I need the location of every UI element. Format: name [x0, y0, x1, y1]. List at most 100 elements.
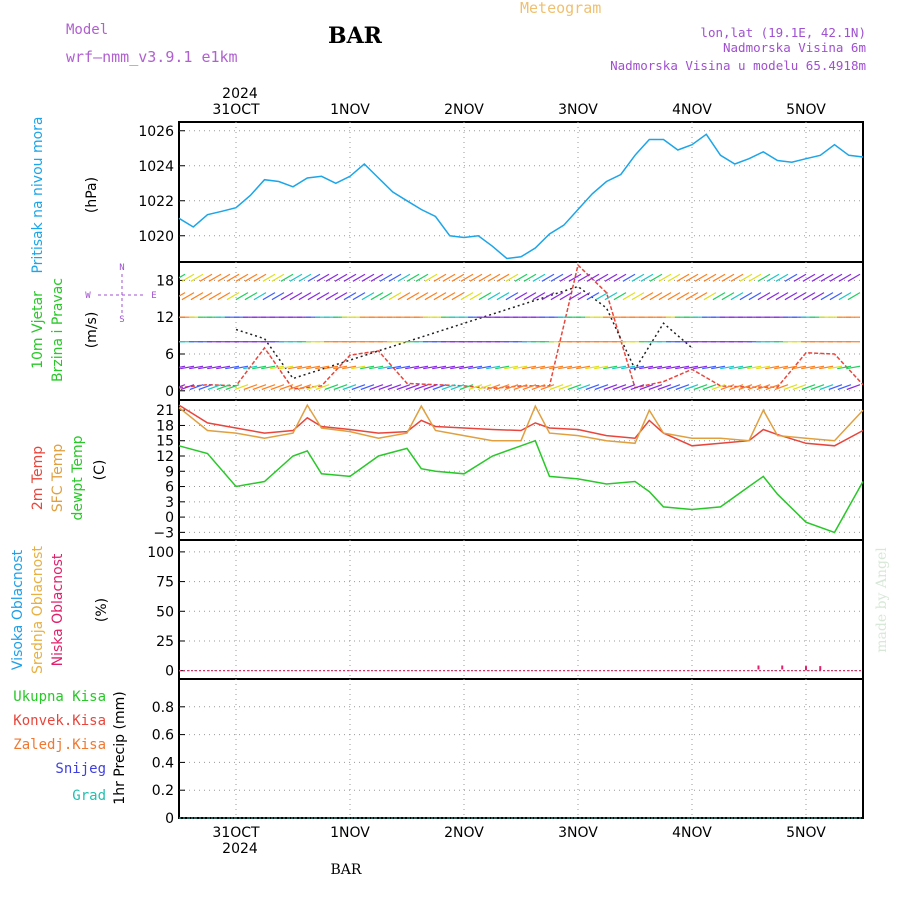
wind-barb: [361, 273, 375, 282]
x-tick-label-top: 3NOV: [558, 102, 598, 118]
wind-barb: [352, 292, 366, 301]
wind-barb: [703, 273, 717, 282]
wind-barb: [388, 273, 402, 282]
wind-barb: [595, 273, 609, 282]
wind-barb: [252, 365, 267, 370]
wind-barb: [738, 384, 753, 391]
elevation: Nadmorska Visina 6m: [723, 40, 866, 55]
wind-barb: [217, 292, 231, 301]
wind-barb: [405, 384, 420, 391]
wind-barb: [829, 273, 843, 282]
wind-barb: [451, 292, 465, 301]
wind-barb: [846, 365, 861, 370]
wind-barb: [469, 292, 483, 301]
wind-barb: [802, 292, 816, 301]
wind-barb: [558, 365, 573, 370]
x-tick-label-bottom: 2NOV: [444, 825, 484, 841]
wind-barb: [388, 292, 402, 301]
wind-barb: [298, 273, 312, 282]
wind-barb: [738, 365, 753, 370]
wind-barb: [505, 292, 519, 301]
wind-panel: 0 6 12 18: [156, 261, 864, 401]
x-tick-label-top: 1NOV: [330, 102, 370, 118]
wind-barb: [414, 384, 429, 391]
wind-barb: [523, 273, 537, 282]
x-tick-label-bottom: 31OCT: [212, 825, 260, 841]
wind-barb: [748, 292, 762, 301]
wind-barb: [271, 273, 285, 282]
wind-barb: [451, 273, 465, 282]
wind-barb: [702, 365, 717, 370]
wind-barb: [559, 273, 573, 282]
coords: lon,lat (19.1E, 42.1N): [700, 25, 866, 40]
precip-legend-total: Ukupna Kisa: [13, 689, 106, 705]
wind-label-1: 10m Vjetar: [30, 291, 46, 369]
wind-barb: [270, 384, 285, 391]
wind-barb: [280, 292, 294, 301]
wind-barb: [577, 273, 591, 282]
precip-ytick-label: 0.4: [152, 755, 174, 771]
wind-barb: [334, 292, 348, 301]
wind-barbs: [179, 273, 861, 391]
precip-legend-convective: Konvek.Kisa: [13, 713, 106, 729]
wind-barb: [684, 384, 699, 391]
wind-barb: [622, 273, 636, 282]
wind-barb: [352, 273, 366, 282]
wind-barb: [585, 365, 600, 370]
wind-barb: [324, 365, 339, 370]
wind-barb: [792, 365, 807, 370]
wind-barb: [424, 292, 438, 301]
wind-barb: [478, 292, 492, 301]
wind-barb: [540, 384, 555, 391]
wind-barb: [766, 273, 780, 282]
wind-barb: [739, 292, 753, 301]
meteogram-title: Meteogram: [520, 0, 601, 17]
wind-barb: [397, 292, 411, 301]
wind-barb: [316, 273, 330, 282]
wind-barb: [640, 292, 654, 301]
pressure-ytick-label: 1026: [138, 124, 174, 140]
wind-barb: [586, 273, 600, 282]
wind-barb: [820, 292, 834, 301]
wind-barb: [622, 292, 636, 301]
wind-barb: [243, 384, 258, 391]
wind-barb: [630, 365, 645, 370]
cloud-ytick-label: 75: [156, 575, 174, 591]
wind-barb: [541, 292, 555, 301]
wind-barb: [559, 292, 573, 301]
wind-barb: [721, 292, 735, 301]
wind-barb: [181, 273, 195, 282]
x-tick-label-bottom: 3NOV: [558, 825, 598, 841]
wind-barb: [198, 365, 213, 370]
wind-barb: [594, 365, 609, 370]
wind-barb: [712, 292, 726, 301]
precip-ytick-label: 0.6: [152, 728, 174, 744]
wind-barb: [216, 384, 231, 391]
wind-barb: [179, 292, 186, 297]
temperature-ytick-label: 15: [156, 434, 174, 450]
wind-barb: [549, 365, 564, 370]
wind-barb: [522, 384, 537, 391]
wind-barb: [315, 365, 330, 370]
wind-barb: [360, 365, 375, 370]
wind-barb: [712, 273, 726, 282]
precip-legend-freezing: Zaledj.Kisa: [13, 737, 106, 753]
wind-barb: [649, 273, 663, 282]
wind-barb: [370, 292, 384, 301]
wind-ytick-label: 12: [156, 310, 174, 326]
wind-barb: [450, 365, 465, 370]
wind-barb: [630, 384, 645, 391]
wind-barb: [181, 292, 195, 301]
wind-barb: [288, 365, 303, 370]
wind-barb: [585, 384, 600, 391]
wind-barb: [631, 292, 645, 301]
wind-barb: [333, 365, 348, 370]
temperature-series-dewpt-temp: [178, 439, 864, 534]
cloud-label-3: Niska Oblacnost: [50, 553, 66, 666]
wind-barb: [261, 365, 276, 370]
x-tick-label-bottom: 4NOV: [672, 825, 712, 841]
cloud-unit: (%): [94, 598, 110, 622]
wind-barb: [235, 292, 249, 301]
wind-barb: [271, 292, 285, 301]
